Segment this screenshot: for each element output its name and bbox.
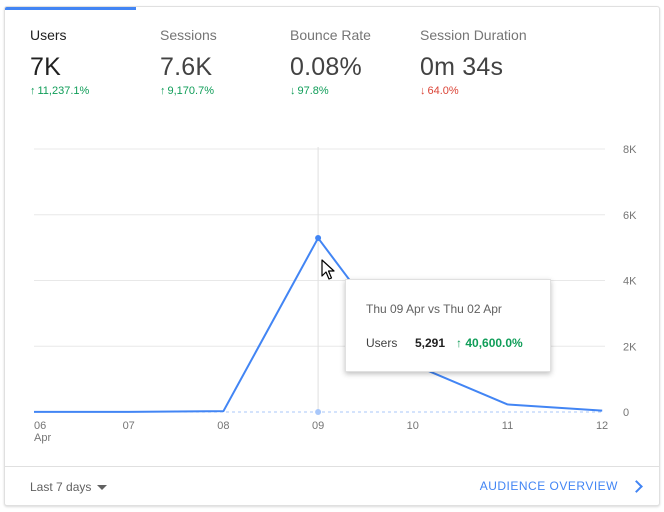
metric-change: ↑ 9,170.7% <box>160 85 290 97</box>
metric-tab-session-duration[interactable]: Session Duration 0m 34s ↓ 64.0% <box>420 27 550 97</box>
tooltip-change: ↑ 40,600.0% <box>456 336 523 350</box>
metric-change: ↓ 64.0% <box>420 85 550 97</box>
x-tick-label: 07 <box>123 420 135 432</box>
tooltip-metric-label: Users <box>366 336 398 350</box>
active-tab-indicator <box>5 7 136 10</box>
metric-label: Bounce Rate <box>290 27 371 43</box>
comparison-highlight-point <box>315 409 322 415</box>
metric-change: ↑ 11,237.1% <box>30 85 160 97</box>
metric-label: Sessions <box>160 27 217 43</box>
arrow-up-icon: ↑ <box>160 85 166 97</box>
metric-label: Session Duration <box>420 27 527 43</box>
y-tick-label: 2K <box>623 341 637 353</box>
metric-change-value: 11,237.1% <box>37 85 90 97</box>
y-tick-label: 0 <box>623 407 629 419</box>
arrow-down-icon: ↓ <box>420 85 426 97</box>
y-tick-label: 8K <box>623 144 637 156</box>
audience-overview-link[interactable]: AUDIENCE OVERVIEW <box>479 479 643 493</box>
metric-tab-sessions[interactable]: Sessions 7.6K ↑ 9,170.7% <box>160 27 290 97</box>
y-tick-label: 4K <box>623 276 637 288</box>
x-tick-label: 10 <box>407 420 419 432</box>
footer-divider <box>5 466 659 467</box>
highlight-point <box>315 235 322 242</box>
metric-value: 0m 34s <box>420 53 504 81</box>
metric-value: 0.08% <box>290 53 362 81</box>
audience-card: Users 7K ↑ 11,237.1% Sessions 7.6K ↑ 9,170… <box>4 6 660 506</box>
tooltip-metric-value: 5,291 <box>415 336 446 350</box>
metric-label: Users <box>30 27 67 43</box>
metric-tab-users[interactable]: Users 7K ↑ 11,237.1% <box>30 27 160 97</box>
metric-change-value: 97.8% <box>297 85 329 97</box>
y-tick-label: 6K <box>623 210 637 222</box>
metric-change-value: 9,170.7% <box>167 85 214 97</box>
tooltip-title: Thu 09 Apr vs Thu 02 Apr <box>366 302 502 316</box>
x-tick-label: 11 <box>502 420 513 432</box>
arrow-down-icon: ↓ <box>290 85 296 97</box>
caret-down-icon <box>97 485 108 490</box>
x-tick-label: 06 <box>34 420 46 432</box>
audience-overview-label: AUDIENCE OVERVIEW <box>479 479 618 493</box>
metric-change-value: 64.0% <box>427 85 459 97</box>
x-tick-label: 08 <box>217 420 229 432</box>
date-range-label: Last 7 days <box>30 480 92 494</box>
tooltip-change-value: 40,600.0% <box>465 336 523 350</box>
metric-value: 7K <box>30 53 61 81</box>
chevron-right-icon <box>630 480 643 493</box>
metric-value: 7.6K <box>160 53 213 81</box>
arrow-up-icon: ↑ <box>456 336 462 350</box>
x-tick-label: 12 <box>596 420 608 432</box>
x-tick-label: 09 <box>312 420 324 432</box>
metric-tab-bounce-rate[interactable]: Bounce Rate 0.08% ↓ 97.8% <box>290 27 420 97</box>
date-range-dropdown[interactable]: Last 7 days <box>30 480 108 494</box>
arrow-up-icon: ↑ <box>30 85 36 97</box>
metric-change: ↓ 97.8% <box>290 85 420 97</box>
mouse-pointer-icon <box>321 259 335 280</box>
chart-tooltip: Thu 09 Apr vs Thu 02 Apr Users 5,291 ↑ 4… <box>345 279 551 372</box>
x-tick-sublabel: Apr <box>34 432 51 444</box>
